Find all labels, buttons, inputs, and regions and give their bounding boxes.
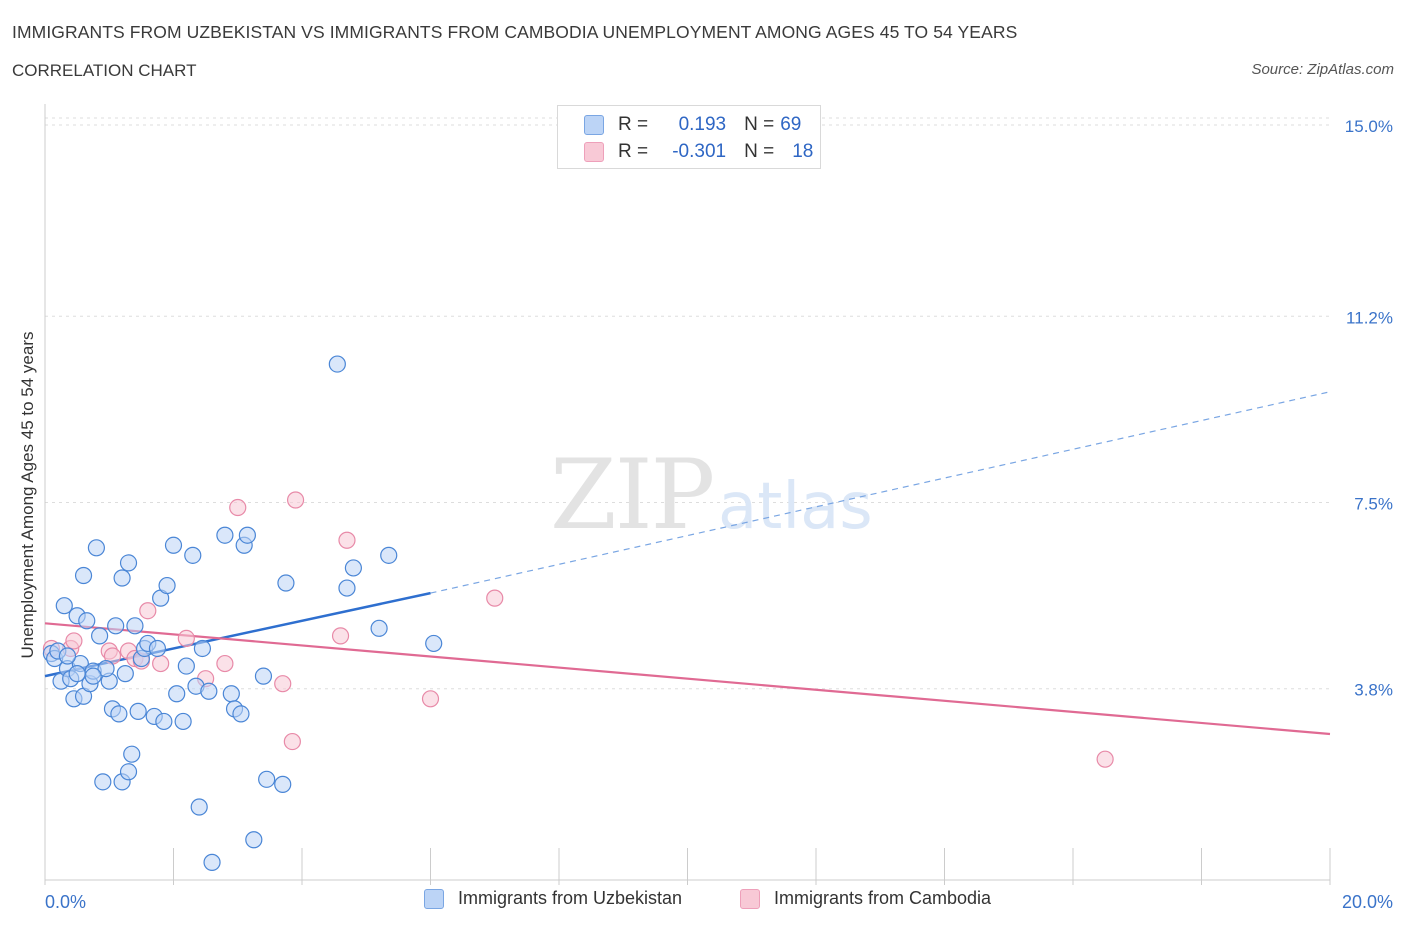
bottom-legend-label-cambodia: Immigrants from Cambodia <box>774 888 992 908</box>
point-uzbekistan <box>87 539 106 557</box>
labels-layer: 3.8% 7.5% 11.2% 15.0% 0.0% 20.0% <box>45 117 1393 912</box>
chart-subtitle: CORRELATION CHART <box>12 61 197 80</box>
watermark-atlas: atlas <box>718 470 873 544</box>
legend-r-value: 0.193 <box>678 114 727 135</box>
point-uzbekistan <box>177 657 195 675</box>
point-uzbekistan <box>164 536 183 554</box>
point-uzbekistan <box>55 597 73 615</box>
legend-n-value: 69 <box>780 114 802 135</box>
point-uzbekistan <box>245 831 263 849</box>
point-uzbekistan <box>232 705 250 723</box>
point-uzbekistan <box>158 576 176 595</box>
point-uzbekistan <box>184 546 202 564</box>
point-cambodia <box>486 589 504 607</box>
point-uzbekistan <box>190 798 208 816</box>
point-uzbekistan <box>68 665 86 683</box>
point-uzbekistan <box>58 647 77 665</box>
point-uzbekistan <box>78 612 96 630</box>
point-uzbekistan <box>216 526 234 544</box>
point-uzbekistan <box>91 627 109 645</box>
point-uzbekistan <box>123 745 141 763</box>
points-layer <box>42 355 1114 871</box>
point-uzbekistan <box>126 617 144 635</box>
legend-swatch-cambodia <box>584 142 604 162</box>
point-uzbekistan <box>97 659 115 678</box>
point-cambodia <box>229 498 247 517</box>
point-cambodia <box>139 602 157 620</box>
point-uzbekistan <box>338 579 356 597</box>
y-axis-label: Unemployment Among Ages 45 to 54 years <box>18 332 37 659</box>
point-uzbekistan <box>113 569 131 587</box>
bottom-legend-swatch-uzbekistan <box>424 888 444 909</box>
point-uzbekistan <box>254 667 273 685</box>
point-cambodia <box>338 531 356 549</box>
trend-line-cambodia <box>44 622 1331 736</box>
point-uzbekistan <box>94 773 112 791</box>
point-cambodia <box>274 675 292 693</box>
legend-n-label: N = <box>744 114 775 135</box>
legend-r-label: R = <box>618 114 649 135</box>
point-uzbekistan <box>238 526 256 544</box>
axes-layer <box>44 104 1331 885</box>
point-uzbekistan <box>129 702 147 720</box>
watermark-zip: ZIP <box>550 439 713 551</box>
point-uzbekistan <box>119 763 138 781</box>
point-uzbekistan <box>274 775 292 793</box>
point-uzbekistan <box>277 574 295 592</box>
point-uzbekistan <box>200 682 218 700</box>
point-uzbekistan <box>425 634 443 653</box>
point-uzbekistan <box>84 667 102 685</box>
y-tick-label: 11.2% <box>1346 308 1393 327</box>
point-cambodia <box>216 654 234 673</box>
point-cambodia <box>152 654 170 673</box>
source-label: Source: ZipAtlas.com <box>1251 61 1394 78</box>
bottom-legend-label-uzbekistan: Immigrants from Uzbekistan <box>458 888 683 908</box>
point-uzbekistan <box>222 685 240 703</box>
legend-row-cambodia: R = -0.301 N = 18 <box>584 139 813 165</box>
point-cambodia <box>1096 750 1114 768</box>
x-tick-label: 20.0% <box>1342 892 1393 912</box>
y-tick-label: 15.0% <box>1345 117 1393 136</box>
y-tick-label: 7.5% <box>1354 495 1393 514</box>
point-cambodia <box>177 629 195 648</box>
point-uzbekistan <box>74 566 93 585</box>
point-uzbekistan <box>344 559 362 577</box>
point-uzbekistan <box>370 619 388 637</box>
y-tick-label: 3.8% <box>1354 681 1393 700</box>
legend-swatch-uzbekistan <box>584 115 604 135</box>
point-uzbekistan <box>119 554 138 572</box>
point-uzbekistan <box>168 685 186 703</box>
point-uzbekistan <box>110 705 128 723</box>
point-uzbekistan <box>328 355 346 373</box>
point-uzbekistan <box>116 665 134 683</box>
point-uzbekistan <box>155 712 173 731</box>
bottom-legend-cambodia: Immigrants from Cambodia <box>740 888 991 909</box>
point-cambodia <box>421 690 440 708</box>
grid-layer <box>45 117 1330 690</box>
point-cambodia <box>286 491 305 509</box>
bottom-legend-uzbekistan: Immigrants from Uzbekistan <box>424 888 682 909</box>
point-uzbekistan <box>380 546 398 564</box>
watermark: ZIP atlas <box>550 439 873 551</box>
legend-row-uzbekistan: R = 0.193 N = 69 <box>584 112 801 138</box>
legend-n-value: 18 <box>792 141 814 162</box>
point-uzbekistan <box>107 617 125 635</box>
legend-n-label: N = <box>744 141 775 162</box>
point-uzbekistan <box>174 712 192 731</box>
legend-r-label: R = <box>618 141 649 162</box>
chart-title: IMMIGRANTS FROM UZBEKISTAN VS IMMIGRANTS… <box>12 22 1018 42</box>
correlation-legend: R = 0.193 N = 69 R = -0.301 N = 18 <box>557 105 821 169</box>
point-uzbekistan <box>193 639 212 658</box>
bottom-legend-swatch-cambodia <box>740 888 760 909</box>
point-uzbekistan <box>203 853 221 871</box>
point-cambodia <box>283 732 301 751</box>
x-tick-label: 0.0% <box>45 892 86 912</box>
point-cambodia <box>331 627 350 645</box>
point-cambodia <box>65 632 83 650</box>
legend-r-value: -0.301 <box>672 141 727 162</box>
point-uzbekistan <box>148 639 167 658</box>
point-uzbekistan <box>258 770 276 788</box>
